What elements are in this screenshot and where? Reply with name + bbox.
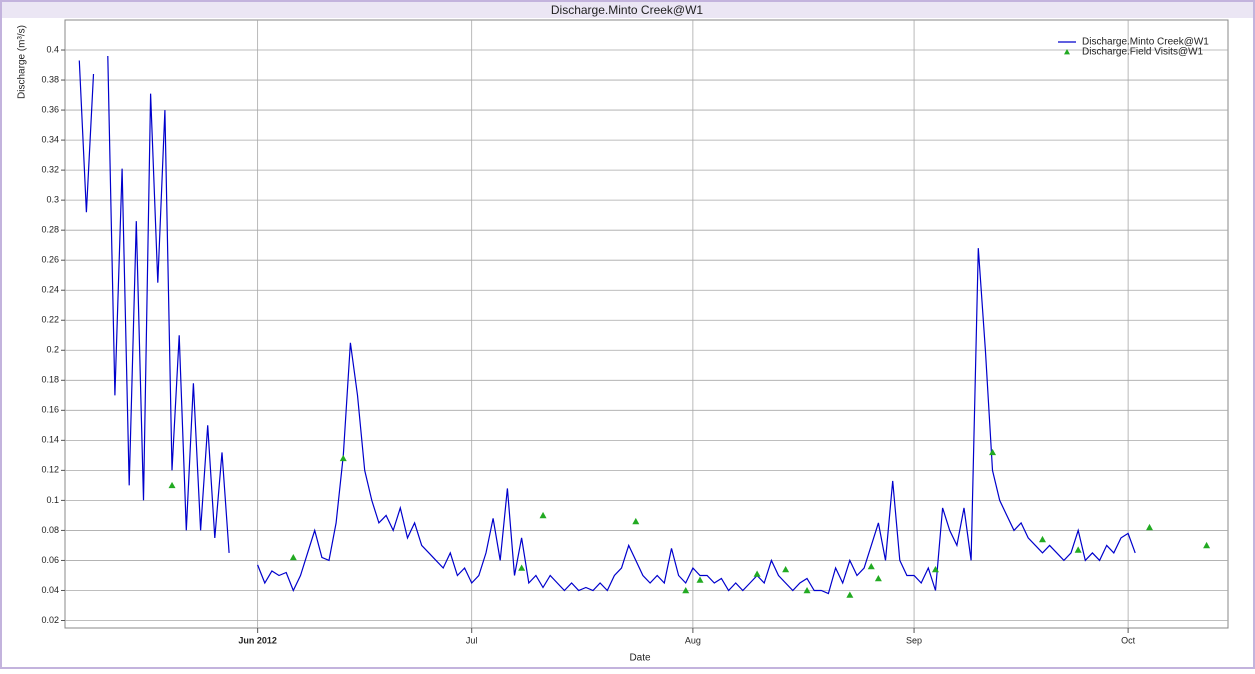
x-axis-label: Date xyxy=(629,653,651,664)
field-visit-marker xyxy=(867,562,875,570)
y-tick-label: 0.26 xyxy=(41,255,59,265)
legend-label: Discharge.Minto Creek@W1 xyxy=(1082,37,1209,48)
field-visit-marker xyxy=(989,448,997,456)
y-tick-label: 0.14 xyxy=(41,435,59,445)
y-tick-label: 0.3 xyxy=(46,195,59,205)
y-tick-label: 0.12 xyxy=(41,465,59,475)
field-visit-marker xyxy=(874,574,882,582)
y-tick-label: 0.38 xyxy=(41,74,59,84)
x-tick-label: Jul xyxy=(466,635,478,645)
x-tick-label: Jun 2012 xyxy=(238,635,277,645)
field-visit-marker xyxy=(682,586,690,594)
title-bar xyxy=(2,2,1253,18)
chart-title: Discharge.Minto Creek@W1 xyxy=(551,3,704,17)
x-tick-label: Oct xyxy=(1121,635,1136,645)
y-tick-label: 0.18 xyxy=(41,375,59,385)
y-tick-label: 0.36 xyxy=(41,104,59,114)
y-axis-label: Discharge (m³/s) xyxy=(17,25,28,99)
y-tick-label: 0.02 xyxy=(41,615,59,625)
legend-marker xyxy=(1064,49,1070,55)
plot-area xyxy=(64,19,1229,629)
field-visit-marker xyxy=(931,565,939,573)
y-tick-label: 0.28 xyxy=(41,225,59,235)
field-visit-marker xyxy=(289,553,297,561)
field-visit-marker xyxy=(782,565,790,573)
field-visit-marker xyxy=(632,517,640,525)
legend-label: Discharge.Field Visits@W1 xyxy=(1082,47,1204,58)
y-tick-label: 0.04 xyxy=(41,585,59,595)
y-tick-label: 0.16 xyxy=(41,405,59,415)
y-tick-label: 0.34 xyxy=(41,134,59,144)
field-visit-marker xyxy=(1074,546,1082,553)
y-tick-label: 0.08 xyxy=(41,525,59,535)
y-tick-label: 0.24 xyxy=(41,285,59,295)
y-tick-label: 0.4 xyxy=(46,44,59,54)
field-visit-marker xyxy=(539,511,547,519)
y-tick-label: 0.06 xyxy=(41,555,59,565)
y-tick-label: 0.32 xyxy=(41,164,59,174)
x-tick-label: Aug xyxy=(685,635,701,645)
field-visit-marker xyxy=(1146,523,1154,531)
field-visit-marker xyxy=(339,454,347,462)
field-visit-marker xyxy=(168,481,176,489)
y-tick-label: 0.2 xyxy=(46,345,59,355)
x-tick-label: Sep xyxy=(906,635,922,645)
field-visit-marker xyxy=(518,564,526,571)
data-line xyxy=(78,55,1136,595)
field-visit-marker xyxy=(846,591,854,598)
y-tick-label: 0.1 xyxy=(46,495,59,505)
field-visit-marker xyxy=(1038,535,1046,543)
field-visit-marker xyxy=(753,570,761,577)
field-visit-marker xyxy=(803,586,811,594)
field-visit-marker xyxy=(1203,541,1211,549)
field-visit-marker xyxy=(696,576,704,583)
y-tick-label: 0.22 xyxy=(41,315,59,325)
